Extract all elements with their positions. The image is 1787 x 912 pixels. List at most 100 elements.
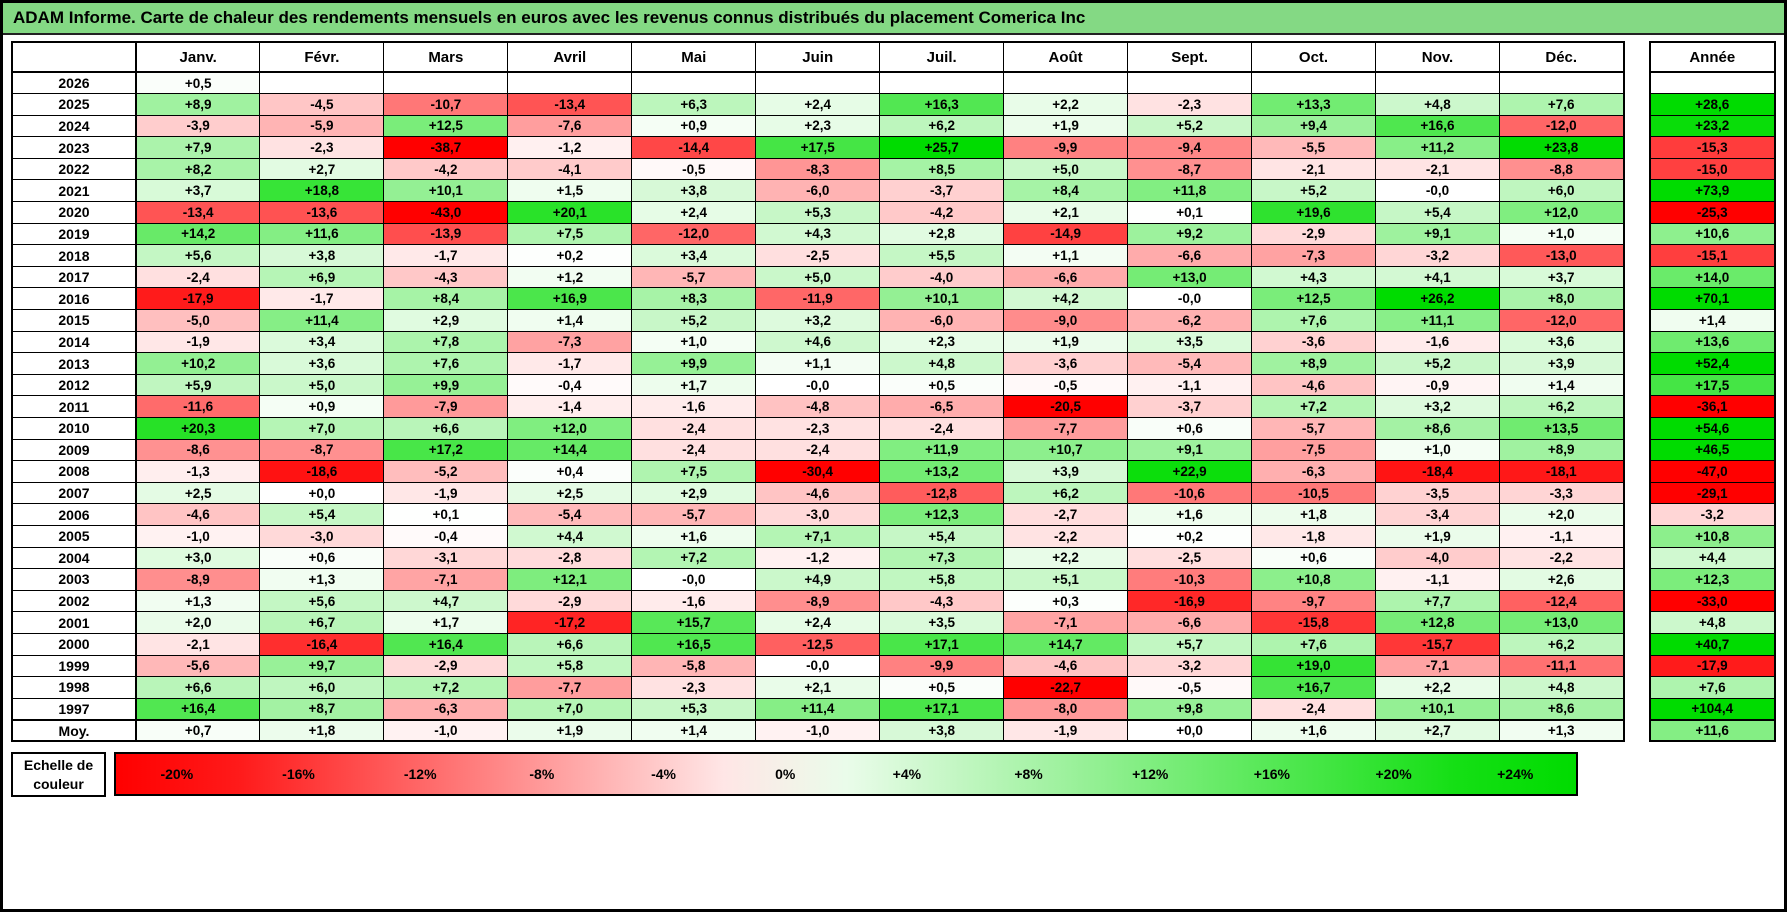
month-return-cell: -3,2 [1374, 244, 1500, 267]
month-return-cell: -8,8 [1498, 157, 1625, 181]
month-return-cell: +9,9 [631, 352, 757, 375]
month-return-cell [383, 71, 509, 95]
month-return-cell: -1,8 [1251, 524, 1376, 548]
month-return-cell: +3,7 [135, 179, 261, 203]
month-return-cell: -6,6 [1003, 265, 1129, 289]
month-return-cell: -14,4 [631, 136, 757, 159]
month-return-cell: +0,3 [1003, 589, 1129, 613]
annual-return-cell: +54,6 [1649, 417, 1776, 440]
month-return-cell: +0,6 [1127, 417, 1253, 440]
annual-return-cell: -25,3 [1649, 201, 1776, 224]
annual-return-cell: -15,3 [1649, 136, 1776, 159]
month-return-cell: -18,6 [259, 460, 385, 483]
month-return-cell: +6,2 [1003, 481, 1129, 505]
month-return-cell: -8,9 [755, 589, 881, 613]
month-return-cell: +1,0 [1498, 222, 1625, 246]
month-return-cell: +2,1 [755, 676, 881, 699]
month-return-cell: +17,1 [879, 632, 1005, 656]
annual-return-cell: +23,2 [1649, 114, 1776, 138]
month-return-cell: +0,2 [507, 244, 633, 267]
table-row: 2018 +5,6 +3,8 -1,7 +0,2 +3,4 -2,5 +5,5 +1,1 -6,6… [11, 244, 1625, 267]
row-label: 2025 [11, 93, 137, 116]
month-return-cell: +2,9 [383, 309, 509, 332]
color-scale-label: Echelle de couleur [11, 752, 106, 797]
month-return-cell: +2,7 [1374, 718, 1500, 742]
month-return-cell: +3,4 [259, 330, 385, 354]
month-return-cell: +6,2 [879, 114, 1005, 138]
annual-row: +1,4 [1649, 309, 1776, 332]
row-label: 2004 [11, 546, 137, 570]
month-return-cell: +6,2 [1498, 632, 1625, 656]
month-return-cell: +4,8 [879, 352, 1005, 375]
month-return-cell: -16,9 [1127, 589, 1253, 613]
month-return-cell: +13,5 [1498, 417, 1625, 440]
month-return-cell: +5,3 [755, 201, 881, 224]
color-scale-stop: +4% [846, 754, 968, 795]
month-return-cell: +16,4 [383, 632, 509, 656]
month-return-cell: -0,4 [507, 373, 633, 397]
month-return-cell: +8,0 [1498, 287, 1625, 311]
report-content: Janv. Févr. Mars Avril Mai Juin Juil. Août Sept.… [3, 35, 1784, 797]
annual-row: -25,3 [1649, 201, 1776, 224]
month-return-cell: -4,3 [879, 589, 1005, 613]
month-return-cell: +12,8 [1374, 611, 1500, 634]
annual-row: -15,0 [1649, 157, 1776, 181]
month-return-cell: +7,8 [383, 330, 509, 354]
month-column-header: Nov. [1374, 41, 1500, 73]
month-header-row: Janv. Févr. Mars Avril Mai Juin Juil. Août Sept.… [11, 41, 1625, 73]
row-label: Moy. [11, 718, 137, 742]
month-return-cell: +3,6 [1498, 330, 1625, 354]
month-return-cell: +8,4 [1003, 179, 1129, 203]
table-row: 1999 -5,6 +9,7 -2,9 +5,8 -5,8 -0,0 -9,9 -4,6 -3,2… [11, 654, 1625, 678]
table-row: 2007 +2,5 +0,0 -1,9 +2,5 +2,9 -4,6 -12,8 +6,2 -10… [11, 481, 1625, 505]
month-return-cell: -7,1 [1374, 654, 1500, 678]
annual-row: +17,5 [1649, 373, 1776, 397]
month-return-cell: +7,9 [135, 136, 261, 159]
month-return-cell [507, 71, 633, 95]
month-return-cell: +2,9 [631, 481, 757, 505]
month-return-cell: +1,3 [1498, 718, 1625, 742]
month-return-cell: +11,4 [755, 697, 881, 721]
annual-row: +10,8 [1649, 524, 1776, 548]
row-label: 2017 [11, 265, 137, 289]
month-return-cell: -7,6 [507, 114, 633, 138]
month-return-cell: +0,9 [631, 114, 757, 138]
month-return-cell: +3,9 [1003, 460, 1129, 483]
month-return-cell: -2,5 [1127, 546, 1253, 570]
month-return-cell: +20,1 [507, 201, 633, 224]
annual-return-cell: +73,9 [1649, 179, 1776, 203]
annual-return-cell: +104,4 [1649, 697, 1776, 721]
month-return-cell: +5,7 [1127, 632, 1253, 656]
month-return-cell: +12,0 [1498, 201, 1625, 224]
month-return-cell: -2,9 [383, 654, 509, 678]
month-return-cell: -6,0 [879, 309, 1005, 332]
month-return-cell: -2,4 [755, 438, 881, 462]
row-label: 2001 [11, 611, 137, 634]
color-scale-strip: -20% -16% -12% -8% -4% 0% +4% +8% +12% +16% +20% +2… [114, 752, 1578, 797]
annual-return-cell: +10,8 [1649, 524, 1776, 548]
month-return-cell: -3,0 [259, 524, 385, 548]
month-return-cell: -12,8 [879, 481, 1005, 505]
month-return-cell: -3,0 [755, 503, 881, 526]
month-return-cell: -2,3 [259, 136, 385, 159]
month-return-cell: +4,6 [755, 330, 881, 354]
month-return-cell: -0,4 [383, 524, 509, 548]
month-column-header: Août [1003, 41, 1129, 73]
month-return-cell: +4,3 [755, 222, 881, 246]
row-label: 2014 [11, 330, 137, 354]
month-return-cell: -7,5 [1251, 438, 1376, 462]
table-row: 2015 -5,0 +11,4 +2,9 +1,4 +5,2 +3,2 -6,0 -9,0 -6,… [11, 309, 1625, 332]
month-return-cell: +13,2 [879, 460, 1005, 483]
month-return-cell: +3,5 [1127, 330, 1253, 354]
row-label: 2013 [11, 352, 137, 375]
month-return-cell: +8,6 [1374, 417, 1500, 440]
month-return-cell: -4,0 [1374, 546, 1500, 570]
annual-row: +10,6 [1649, 222, 1776, 246]
month-return-cell: +9,8 [1127, 697, 1253, 721]
row-label: 2023 [11, 136, 137, 159]
month-return-cell: -1,2 [507, 136, 633, 159]
month-return-cell: +3,8 [631, 179, 757, 203]
month-return-cell: +7,2 [383, 676, 509, 699]
month-return-cell: +11,2 [1374, 136, 1500, 159]
month-return-cell: -1,0 [755, 718, 881, 742]
